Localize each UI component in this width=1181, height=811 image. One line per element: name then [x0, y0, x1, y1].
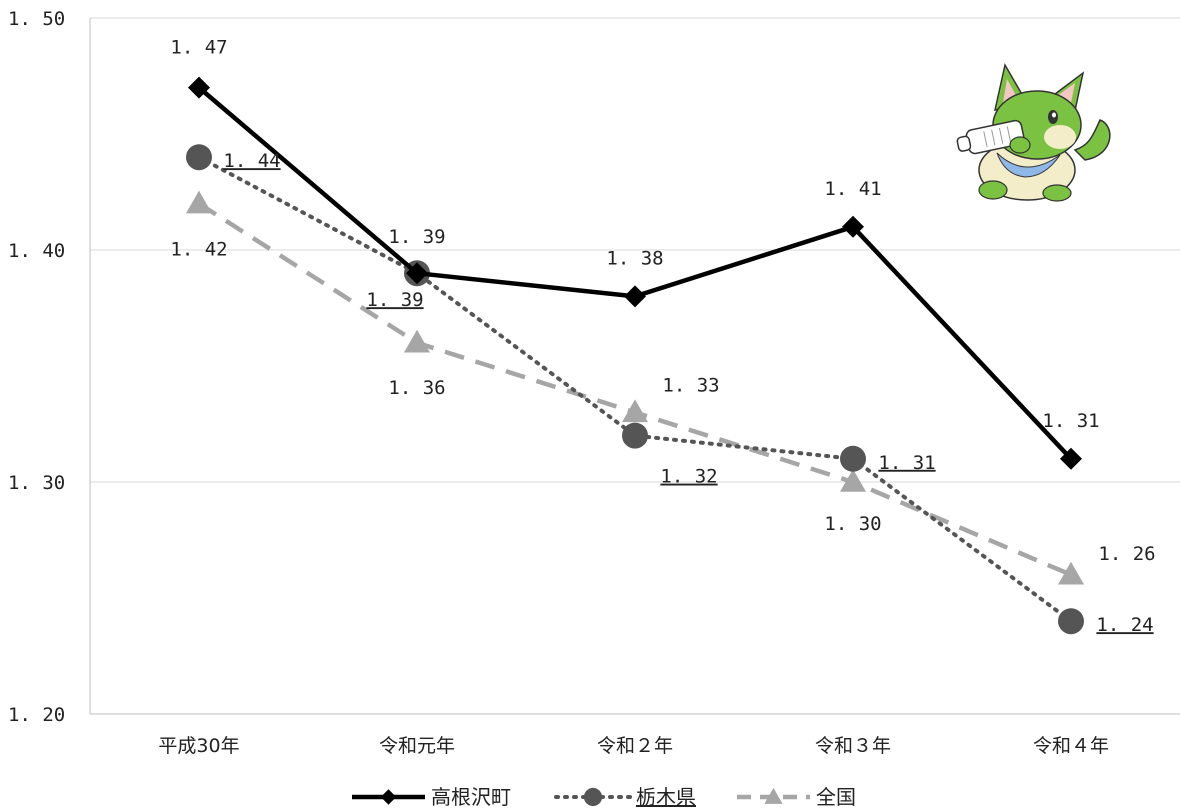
- green-cat-mascot-drinking-milk-icon: [956, 62, 1111, 202]
- y-tick-label: 1. 50: [8, 8, 65, 30]
- data-point: [186, 144, 212, 171]
- x-category-label: 令和４年: [1033, 735, 1109, 757]
- x-category-label: 平成30年: [158, 735, 239, 757]
- data-point: [842, 215, 864, 238]
- data-point: [1058, 608, 1084, 635]
- data-label: 1. 41: [824, 178, 881, 200]
- x-category-labels: 平成30年 令和元年 令和２年 令和３年 令和４年: [158, 735, 1109, 757]
- legend-marker: [583, 787, 603, 807]
- data-point: [186, 190, 212, 214]
- data-labels-group: 1. 47 1. 39 1. 38 1. 41 1. 31 1. 44 1. 39 1. 32…: [170, 37, 1155, 637]
- data-label: 1. 47: [170, 37, 227, 59]
- data-label: 1. 24: [1096, 614, 1153, 636]
- data-label: 1. 26: [1098, 543, 1155, 565]
- y-tick-labels: 1. 20 1. 30 1. 40 1. 50: [8, 8, 65, 726]
- data-label: 1. 31: [878, 452, 935, 474]
- data-label: 1. 44: [223, 150, 280, 172]
- data-point: [404, 329, 430, 353]
- data-point: [406, 262, 428, 285]
- data-label: 1. 30: [824, 513, 881, 535]
- series-tochigi: [186, 144, 1084, 635]
- y-tick-label: 1. 30: [8, 472, 65, 494]
- legend-marker: [380, 789, 397, 805]
- legend-marker: [764, 787, 783, 804]
- legend-item: 栃木県: [554, 785, 696, 809]
- x-category-label: 令和２年: [597, 735, 673, 757]
- legend-label: 高根沢町: [431, 785, 511, 809]
- data-point: [622, 422, 648, 449]
- data-point: [188, 76, 210, 99]
- data-point: [840, 469, 866, 492]
- data-point: [624, 285, 646, 308]
- data-label: 1. 32: [660, 466, 717, 488]
- data-label: 1. 38: [606, 247, 663, 269]
- y-tick-label: 1. 20: [8, 704, 65, 726]
- data-point: [622, 399, 648, 423]
- legend-item: 高根沢町: [352, 785, 511, 809]
- y-tick-label: 1. 40: [8, 240, 65, 262]
- axes: [89, 18, 1180, 715]
- gridlines: [90, 17, 1180, 483]
- x-category-label: 令和元年: [379, 735, 455, 757]
- data-label: 1. 39: [388, 226, 445, 248]
- legend-label: 全国: [816, 785, 856, 809]
- series-national: [186, 190, 1084, 585]
- data-label: 1. 39: [366, 289, 423, 311]
- data-point: [1058, 561, 1084, 585]
- data-label: 1. 42: [170, 239, 227, 261]
- legend-item: 全国: [737, 785, 856, 809]
- data-point: [1060, 447, 1082, 470]
- legend-label: 栃木県: [636, 785, 696, 809]
- x-category-label: 令和３年: [815, 735, 891, 757]
- legend: 高根沢町 栃木県 全国: [352, 785, 856, 809]
- data-label: 1. 36: [388, 377, 445, 399]
- series-group: [186, 76, 1084, 635]
- series-line: [197, 155, 1073, 624]
- data-point: [840, 445, 866, 472]
- data-label: 1. 31: [1042, 410, 1099, 432]
- data-label: 1. 33: [662, 374, 719, 396]
- series-takanezawa: [188, 76, 1082, 470]
